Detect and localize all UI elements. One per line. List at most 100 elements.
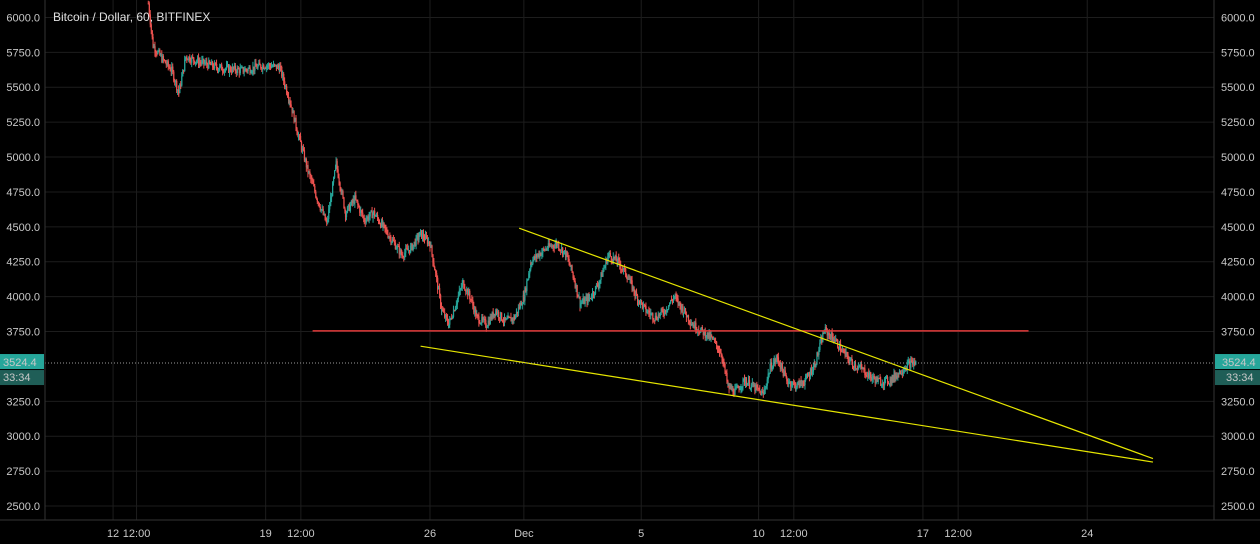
candle-body bbox=[199, 61, 201, 63]
candle-body bbox=[257, 65, 259, 69]
candle-body bbox=[863, 368, 865, 370]
candle-body bbox=[525, 288, 527, 292]
candle-body bbox=[562, 247, 564, 255]
candle-body bbox=[744, 378, 746, 384]
candle-body bbox=[361, 210, 363, 213]
time-axis[interactable]: 12 12:00 19 12:00 26 Dec 5 10 12:00 17 12:00 24 bbox=[0, 519, 1260, 540]
candle-body bbox=[372, 213, 374, 219]
candle-body bbox=[884, 378, 886, 386]
candle-body bbox=[550, 245, 552, 247]
candle-body bbox=[469, 296, 471, 300]
candle-body bbox=[666, 310, 668, 313]
candle-body bbox=[226, 65, 228, 69]
candle-body bbox=[260, 64, 262, 69]
candle-body bbox=[537, 253, 539, 256]
candle-body bbox=[683, 308, 686, 313]
last-price-badge bbox=[1215, 354, 1260, 370]
candle-body bbox=[177, 89, 179, 91]
candle-body bbox=[520, 302, 523, 306]
candle-body bbox=[734, 387, 736, 389]
candle-body bbox=[688, 320, 691, 323]
candle-body bbox=[852, 366, 855, 368]
candle-body bbox=[488, 320, 490, 325]
candle-body bbox=[466, 289, 468, 292]
candle-body bbox=[332, 182, 334, 197]
candle-body bbox=[413, 241, 415, 245]
candle-body bbox=[509, 317, 511, 319]
candle-body bbox=[314, 186, 316, 192]
candle-body bbox=[209, 60, 211, 64]
candle-body bbox=[767, 373, 769, 380]
candle-body bbox=[417, 235, 419, 240]
candle-body bbox=[326, 221, 328, 223]
candle-body bbox=[681, 306, 683, 311]
candle-body bbox=[178, 89, 180, 93]
candle-body bbox=[887, 383, 890, 385]
candle-body bbox=[841, 351, 843, 353]
candle-body bbox=[908, 361, 910, 363]
candle-body bbox=[414, 241, 416, 246]
candle-body bbox=[267, 65, 269, 67]
drawings[interactable] bbox=[312, 227, 1154, 463]
candle-body bbox=[460, 287, 462, 289]
candle-body bbox=[778, 362, 781, 365]
upper-trendline[interactable] bbox=[518, 227, 1154, 460]
candle-body bbox=[779, 364, 782, 369]
lower-trendline[interactable] bbox=[420, 345, 1154, 463]
candle-body bbox=[150, 24, 152, 31]
candle-body bbox=[573, 277, 575, 282]
candle-body bbox=[722, 360, 724, 362]
candle-body bbox=[745, 381, 748, 386]
candle-body bbox=[286, 86, 288, 94]
candle-body bbox=[870, 372, 872, 377]
candle-body bbox=[222, 70, 224, 72]
candle-body bbox=[442, 309, 444, 312]
candle-body bbox=[174, 80, 176, 83]
candle-body bbox=[281, 67, 283, 77]
candle-body bbox=[163, 59, 166, 61]
candle-body bbox=[856, 368, 859, 370]
candle-body bbox=[214, 63, 216, 69]
candle-body bbox=[452, 310, 455, 317]
candle-body bbox=[900, 373, 903, 375]
candle-body bbox=[630, 278, 632, 281]
candle-body bbox=[229, 67, 232, 71]
candle-body bbox=[800, 380, 802, 384]
candle-body bbox=[352, 199, 354, 203]
candle-body bbox=[157, 51, 159, 54]
candle-body bbox=[518, 307, 521, 309]
candle-body bbox=[782, 369, 784, 376]
left-price-axis[interactable]: 6000.0 5750.0 5500.0 5250.0 5000.0 4750.0 4500… bbox=[0, 0, 46, 520]
candle-body bbox=[769, 362, 772, 368]
candle-body bbox=[914, 362, 916, 365]
candle-body bbox=[405, 248, 407, 253]
candle-body bbox=[510, 317, 512, 322]
right-price-axis[interactable]: 6000.0 5750.0 5500.0 5250.0 5000.0 4750.0 4500… bbox=[1213, 0, 1260, 520]
candle-body bbox=[336, 161, 338, 170]
candle-body bbox=[659, 312, 661, 316]
candle-body bbox=[885, 377, 887, 379]
candle-body bbox=[324, 213, 326, 221]
candle-body bbox=[771, 367, 773, 370]
candle-body bbox=[168, 66, 170, 68]
candle-body bbox=[881, 385, 883, 387]
candle-body bbox=[760, 390, 762, 396]
candle-body bbox=[533, 256, 535, 260]
candle-body bbox=[160, 54, 162, 56]
candle-body bbox=[785, 374, 787, 378]
candle-body bbox=[626, 277, 628, 280]
candle-body bbox=[594, 286, 597, 294]
candle-body bbox=[213, 66, 215, 69]
candle-body bbox=[746, 383, 749, 386]
candle-body bbox=[755, 384, 757, 392]
candle-body bbox=[406, 248, 408, 250]
candle-body bbox=[671, 300, 673, 302]
y-tick-label: 2500.0 bbox=[1221, 501, 1255, 513]
candle-body bbox=[890, 379, 892, 384]
candle-body bbox=[426, 237, 429, 244]
candle-body bbox=[265, 68, 267, 70]
candle-body bbox=[571, 265, 573, 272]
candle-body bbox=[412, 244, 414, 250]
candle-body bbox=[631, 280, 633, 290]
